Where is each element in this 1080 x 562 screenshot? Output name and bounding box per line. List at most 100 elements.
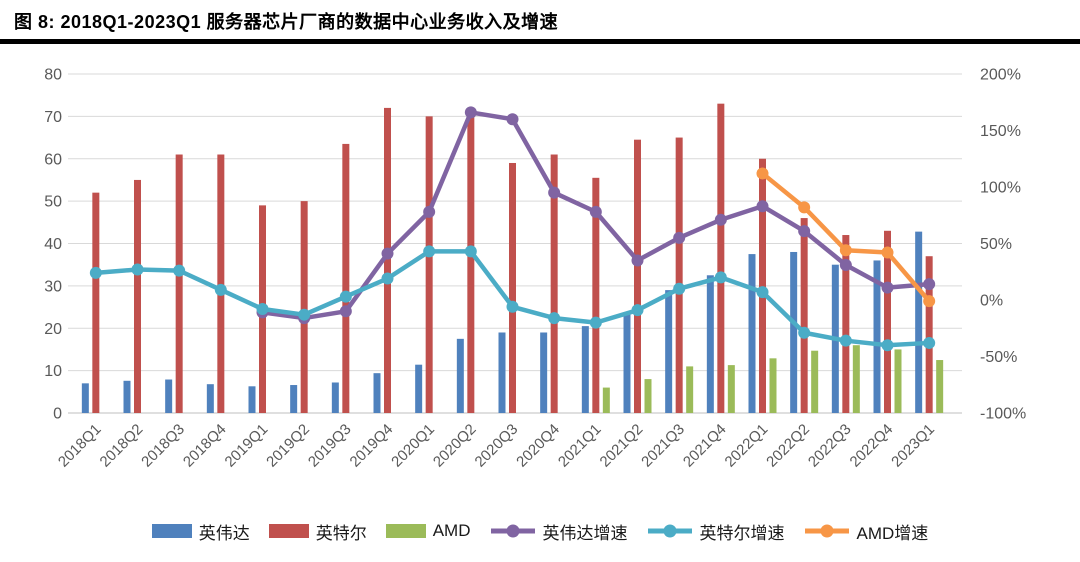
nvidia-growth-point-2019Q3 (339, 305, 352, 318)
nvidia-growth-point-2022Q3 (839, 258, 852, 271)
nvidia-bar-2018Q1 (81, 383, 89, 413)
x-axis-label-2021Q3: 2021Q3 (638, 421, 688, 471)
legend-item-intel-growth: 英特尔增速 (647, 519, 785, 544)
legend-item-nvidia-growth: 英伟达增速 (490, 519, 628, 544)
intel-growth-point-2022Q4 (881, 339, 894, 352)
nvidia-bar-2019Q1 (248, 386, 256, 413)
amd-bar-2021Q2 (644, 379, 652, 413)
left-axis-label-70: 70 (44, 109, 62, 126)
amd-growth-point-2022Q1 (756, 167, 769, 180)
intel-bar-2021Q3 (675, 137, 683, 413)
intel-growth-point-2023Q1 (923, 336, 936, 349)
right-axis-label--50%: -50% (980, 349, 1017, 366)
intel-bar-2022Q3 (842, 235, 850, 413)
legend-line-swatch-intel-growth (647, 524, 692, 538)
x-axis-label-2018Q3: 2018Q3 (138, 421, 188, 471)
intel-growth-point-2020Q2 (464, 245, 477, 258)
x-axis-label-2020Q1: 2020Q1 (388, 421, 438, 471)
intel-bar-2018Q4 (217, 154, 225, 413)
legend-item-nvidia: 英伟达 (151, 519, 250, 544)
left-axis-label-50: 50 (44, 194, 62, 211)
intel-bar-2018Q3 (175, 154, 183, 413)
x-axis-label-2018Q4: 2018Q4 (180, 421, 230, 471)
right-axis-label--100%: -100% (980, 406, 1026, 423)
intel-bar-2021Q4 (717, 103, 725, 413)
nvidia-bar-2019Q2 (290, 385, 298, 413)
x-axis-label-2019Q2: 2019Q2 (263, 421, 313, 471)
right-axis-label-50%: 50% (980, 236, 1012, 253)
x-axis-label-2018Q1: 2018Q1 (55, 421, 105, 471)
nvidia-bar-2022Q4 (873, 260, 881, 413)
intel-growth-point-2018Q4 (214, 283, 227, 296)
intel-bar-2023Q1 (925, 256, 933, 413)
intel-growth-point-2021Q2 (631, 304, 644, 317)
intel-bar-2021Q1 (592, 177, 600, 413)
intel-growth-point-2019Q4 (381, 272, 394, 285)
legend-label-intel-growth: 英特尔增速 (699, 523, 785, 543)
intel-bar-2022Q2 (800, 218, 808, 413)
intel-growth-point-2019Q3 (339, 290, 352, 303)
nvidia-bar-2019Q4 (373, 373, 381, 413)
intel-growth-point-2020Q3 (506, 300, 519, 313)
x-axis-label-2020Q3: 2020Q3 (472, 421, 522, 471)
x-axis-label-2022Q4: 2022Q4 (847, 421, 897, 471)
intel-growth-point-2018Q1 (89, 266, 102, 279)
intel-growth-point-2018Q2 (131, 263, 144, 276)
legend-item-amd: AMD (385, 521, 471, 541)
nvidia-bar-2018Q3 (165, 379, 173, 413)
nvidia-bar-2021Q1 (581, 326, 589, 413)
intel-growth-point-2022Q1 (756, 286, 769, 299)
intel-bar-2019Q4 (384, 107, 391, 414)
nvidia-bar-2020Q1 (415, 364, 423, 413)
x-axis-label-2019Q4: 2019Q4 (347, 421, 397, 471)
x-axis-label-2019Q3: 2019Q3 (305, 421, 355, 471)
nvidia-bar-2021Q2 (623, 313, 631, 413)
figure-title: 图 8: 2018Q1-2023Q1 服务器芯片厂商的数据中心业务收入及增速 (14, 12, 559, 32)
nvidia-growth-point-2023Q1 (923, 278, 936, 291)
legend-label-nvidia: 英伟达 (198, 523, 250, 543)
intel-bar-2022Q1 (759, 158, 766, 413)
intel-bar-2018Q2 (134, 179, 141, 413)
x-axis-label-2021Q2: 2021Q2 (597, 421, 647, 471)
intel-growth-point-2021Q4 (714, 271, 727, 284)
intel-bar-2022Q4 (884, 230, 891, 413)
left-axis-label-60: 60 (44, 151, 62, 168)
nvidia-growth-point-2020Q3 (506, 113, 519, 126)
x-axis-label-2018Q2: 2018Q2 (97, 421, 147, 471)
intel-growth-point-2019Q2 (298, 308, 311, 321)
legend-dot-nvidia-growth (506, 524, 519, 538)
intel-bar-2020Q4 (550, 154, 558, 413)
intel-growth-point-2021Q3 (673, 282, 686, 295)
nvidia-growth-point-2022Q4 (881, 281, 894, 294)
combo-chart-svg: 0 10 20 30 40 50 60 70 80 200% 150% 100% 50% 0% -50% -1… (44, 67, 1026, 471)
intel-growth-point-2019Q1 (256, 303, 269, 316)
x-axis-label-2022Q3: 2022Q3 (805, 421, 855, 471)
nvidia-growth-point-2021Q3 (673, 231, 686, 244)
nvidia-bar-2020Q3 (498, 332, 506, 413)
x-axis-label-2020Q2: 2020Q2 (430, 421, 480, 471)
intel-bar-2018Q1 (92, 192, 100, 413)
amd-bar-2021Q1 (602, 387, 610, 413)
nvidia-bar-2020Q2 (456, 338, 464, 413)
right-axis-label-150%: 150% (980, 123, 1021, 140)
amd-bar-2022Q3 (852, 345, 860, 413)
nvidia-growth-point-2020Q4 (548, 186, 561, 199)
nvidia-bar-2021Q3 (665, 290, 673, 413)
nvidia-bar-2019Q3 (331, 382, 339, 413)
chart-legend: 英伟达 英特尔 AMD 英伟达增速 英特尔增速 AMD增速 (0, 516, 1080, 546)
intel-growth-point-2021Q1 (589, 316, 602, 329)
left-axis-label-80: 80 (44, 67, 62, 84)
title-underline-rule (0, 39, 1080, 44)
nvidia-growth-point-2022Q2 (798, 225, 811, 238)
nvidia-bar-2022Q1 (748, 254, 756, 413)
nvidia-growth-point-2021Q1 (589, 205, 602, 218)
legend-item-amd-growth: AMD增速 (804, 519, 928, 544)
nvidia-growth-point-2019Q4 (381, 247, 394, 260)
intel-bar-2020Q1 (425, 116, 433, 413)
right-axis-label-200%: 200% (980, 67, 1021, 84)
left-axis-label-10: 10 (44, 363, 62, 380)
amd-bar-2021Q4 (727, 365, 735, 413)
legend-label-nvidia-growth: 英伟达增速 (542, 523, 628, 543)
legend-line-swatch-amd-growth (804, 524, 849, 538)
amd-bar-2021Q3 (686, 366, 694, 413)
